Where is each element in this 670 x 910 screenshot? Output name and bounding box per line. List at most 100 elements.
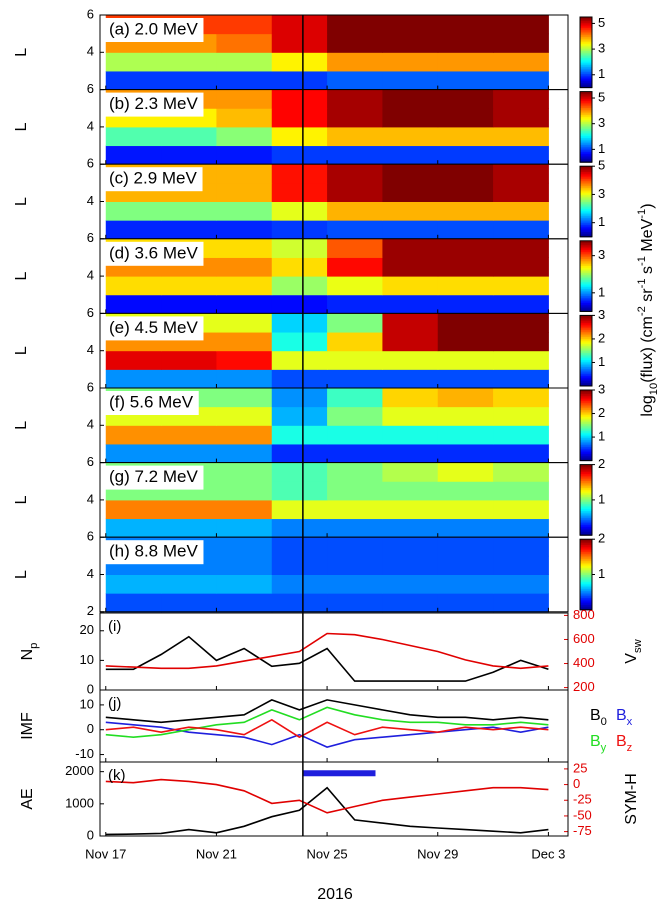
heatmap-cell [382,593,439,613]
colorbar-step [580,368,592,371]
heatmap-cell [382,555,439,575]
colorbar-tick-label: 5 [598,15,605,30]
colorbar-step [580,563,592,567]
colorbar-step [580,512,592,515]
heatmap-cell [216,425,273,445]
heatmap-cell [493,89,549,109]
colorbar-step [580,263,592,267]
heatmap-cell [493,145,549,165]
heatmap-cell [271,108,328,128]
heatmap-cell [437,126,494,147]
colorbar-step [580,567,592,570]
colorbar-step [580,345,592,348]
heatmap-cell [327,164,383,184]
y-tick-label: 20 [80,622,94,637]
heatmap-cell [216,70,273,91]
y2-tick-label: -25 [573,792,592,807]
heatmap-cell [216,126,273,147]
colorbar-step [580,363,592,366]
colorbar-step [580,384,592,387]
colorbar-step [580,235,592,238]
panel-annotation: (a) 2.0 MeV [109,19,198,38]
colorbar-step [580,439,592,442]
colorbar-frame [579,240,593,312]
heatmap-cell [271,126,328,147]
colorbar-step [580,18,592,22]
heatmap-cell [437,388,494,408]
colorbar-step [580,66,592,69]
y2-tick-label: 600 [573,631,595,646]
colorbar-step [580,432,592,435]
heatmap-cell [327,276,383,296]
heatmap-cell [216,443,273,464]
heatmap-cell [327,220,383,240]
y-axis-label: Np [19,643,40,661]
heatmap-cell [327,369,383,389]
heatmap-cell [437,369,494,389]
heatmap-cell [437,555,494,575]
colorbar-step [580,265,592,268]
series-line [105,786,549,836]
colorbar-step [580,270,592,274]
colorbar-step [580,133,592,137]
heatmap-cell [437,15,494,35]
heatmap-cell [271,313,328,333]
colorbar-step [580,98,592,101]
colorbar-step [580,606,592,609]
heatmap-cell [493,15,549,35]
colorbar-step [580,329,592,332]
heatmap-cell [437,145,494,165]
panel-frame [99,612,569,691]
colorbar-frame [579,389,593,462]
colorbar-step [580,284,592,288]
colorbar-tick-label: 3 [598,381,605,396]
heatmap-cell [216,518,273,538]
colorbar-step [580,501,592,504]
heatmap-cell [271,220,328,240]
colorbar-tick-label: 1 [598,354,605,369]
text-part: 0 [601,716,607,728]
colorbar-step [580,492,592,496]
heatmap-cell [216,462,273,482]
colorbar-step [580,441,592,444]
colorbar-step [580,357,592,361]
colorbar-step [580,348,592,352]
heatmap-cell [327,574,383,594]
text-part: sw [632,638,644,653]
colorbar-frame [579,91,593,163]
colorbar-step [580,595,592,598]
panel-annotation: (k) [108,767,126,784]
heatmap-cell [271,499,328,520]
colorbar-step [580,212,592,215]
y2-tick-label: 25 [573,760,587,775]
heatmap-cell [216,499,273,520]
colorbar-step [580,82,592,85]
heatmap-cell [271,238,328,258]
panel-annotation: (h) 8.8 MeV [109,542,198,561]
colorbar-step [580,80,592,83]
colorbar-step [580,77,592,80]
heatmap-cell [327,33,383,53]
y-tick-label: 10 [80,696,94,711]
heatmap-cell [382,70,439,91]
x-tick-label: Dec 3 [531,846,565,861]
heatmap-cell [216,574,273,594]
colorbar-step [580,378,592,382]
colorbar-step [580,600,592,604]
colorbar-step [580,274,592,277]
heatmap-cell [271,518,328,538]
colorbar-step [580,73,592,76]
colorbar-step [580,187,592,190]
colorbar-step [580,183,592,187]
panel-frame [99,536,569,613]
text-part: -1 [636,209,648,219]
heatmap-cell [493,332,549,352]
heatmap-cell [216,276,273,296]
panel-annotation: (d) 3.6 MeV [109,243,198,262]
text-part: sr [639,288,656,306]
colorbar-step [580,111,592,114]
annotation-box [104,540,204,565]
colorbar-step [580,281,592,284]
heatmap-cell [493,388,549,408]
colorbar-step [580,458,592,462]
